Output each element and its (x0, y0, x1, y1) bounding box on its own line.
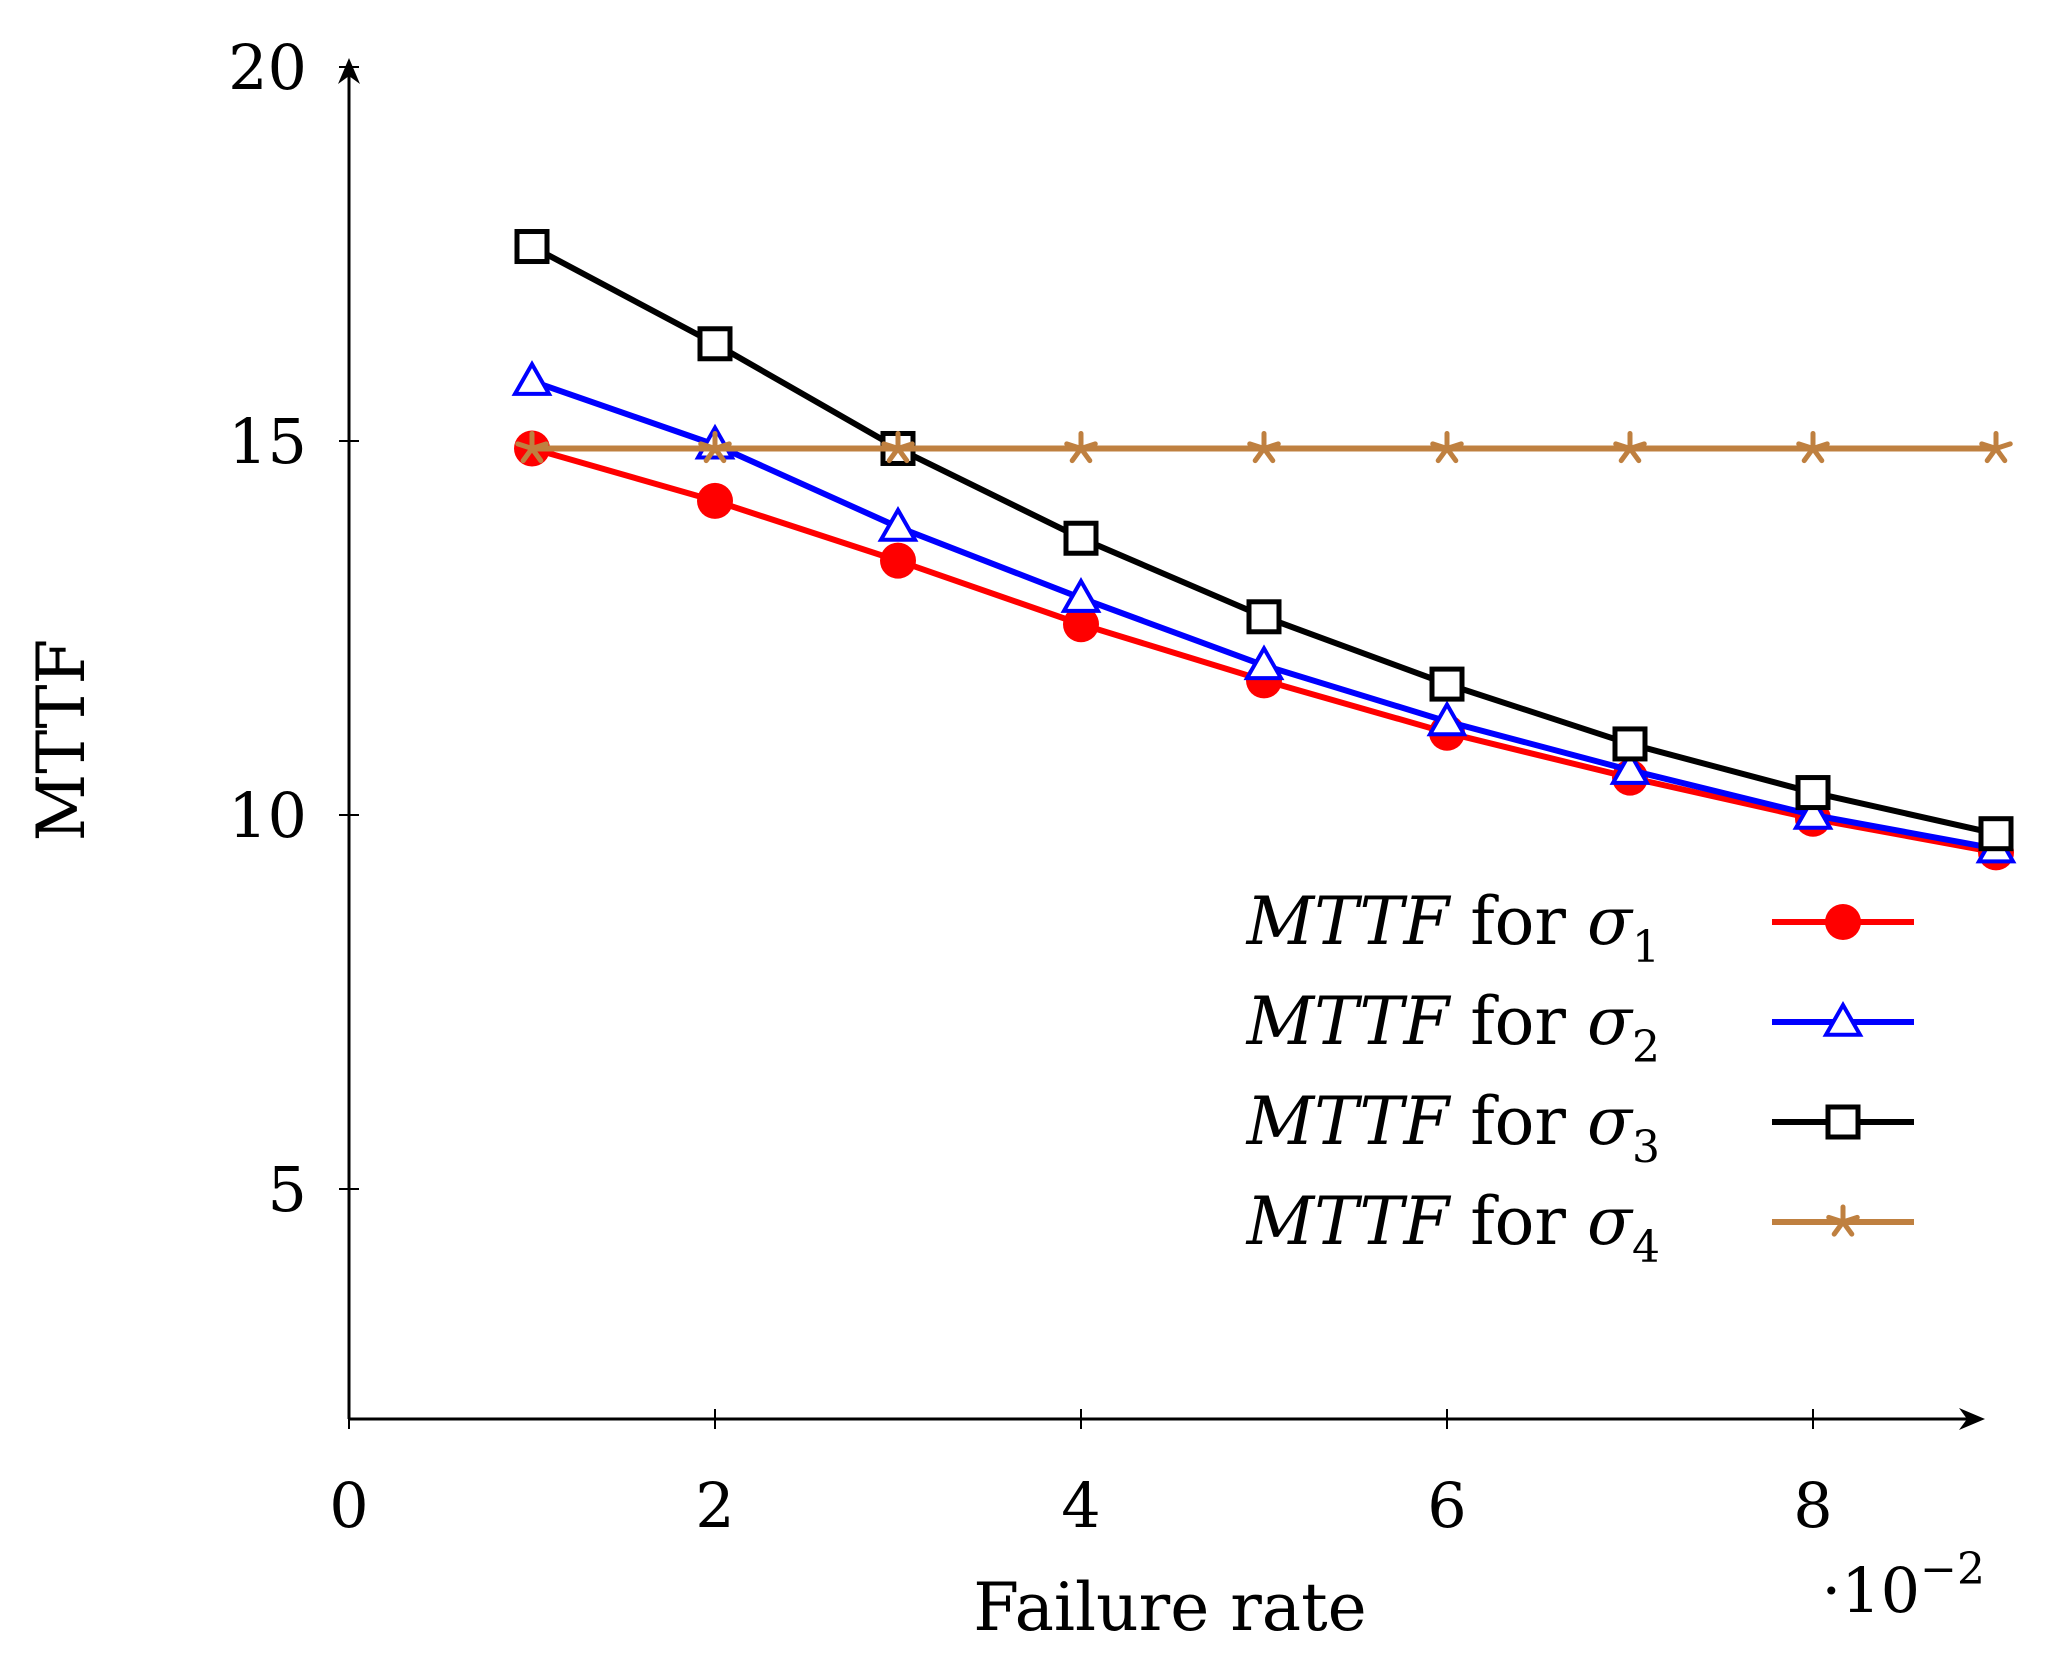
data-point (881, 430, 915, 464)
legend-entry-symbol: σ (1587, 983, 1634, 1060)
legend-entry-marker (1822, 1000, 1864, 1037)
data-point (698, 430, 732, 464)
legend-entry-symbol: σ (1587, 1083, 1634, 1160)
x-axis-label: Failure rate (973, 1569, 1366, 1646)
star-arm (1064, 441, 1084, 451)
legend-entry-marker (1825, 904, 1861, 940)
legend-entry-italic: MTTF (1246, 883, 1452, 960)
star-arm (1796, 441, 1816, 451)
star-arm (1430, 441, 1450, 451)
legend-entry-label: MTTF for σ1 (1246, 883, 1660, 973)
x-scale-multiplier: ·10−2 (1822, 1544, 1985, 1627)
data-point (1064, 430, 1098, 464)
x-scale-prefix: ·10 (1822, 1554, 1921, 1627)
data-point (1978, 816, 2014, 852)
legend-entry-word: for (1449, 983, 1587, 1060)
legend-entry-subscript: 1 (1632, 922, 1660, 973)
x-tick-label: 8 (1793, 1469, 1832, 1542)
data-point (1609, 749, 1651, 785)
series-line (530, 243, 1997, 837)
x-scale-exponent: −2 (1920, 1544, 1985, 1595)
star-arm (1613, 441, 1633, 451)
data-point (515, 430, 549, 464)
y-tick-label: 5 (268, 1153, 307, 1226)
legend-entry-marker (1825, 1104, 1861, 1140)
data-point (1063, 606, 1099, 643)
data-point (1430, 430, 1464, 464)
series-2 (511, 360, 2017, 864)
legend-entry-italic: MTTF (1246, 1083, 1452, 1160)
legend-entry-word: for (1449, 1183, 1587, 1260)
legend-entry-subscript: 4 (1632, 1222, 1660, 1273)
series-3 (514, 229, 2014, 852)
data-point (1795, 775, 1831, 811)
legend-entry-italic: MTTF (1246, 1183, 1452, 1260)
legend-entry-symbol: σ (1587, 883, 1634, 960)
data-point (1246, 599, 1282, 635)
series-layer (511, 229, 2017, 871)
star-arm (1979, 441, 1999, 451)
data-point (1060, 577, 1102, 613)
data-point (1063, 520, 1099, 556)
legend-entry-subscript: 3 (1632, 1122, 1660, 1173)
x-tick-label: 0 (329, 1469, 368, 1542)
star-arm (881, 441, 901, 451)
legend-entry-label: MTTF for σ3 (1246, 1083, 1660, 1173)
legend-entry-italic: MTTF (1246, 983, 1452, 1060)
y-tick-label: 20 (228, 31, 307, 104)
data-point (1796, 430, 1830, 464)
data-point (1979, 430, 2013, 464)
legend-entry-subscript: 2 (1632, 1022, 1660, 1073)
data-point (1792, 793, 1834, 830)
legend-entry-label: MTTF for σ2 (1246, 983, 1660, 1073)
data-point (511, 360, 553, 396)
legend-entry-symbol: σ (1587, 1183, 1634, 1260)
star-arm (698, 441, 718, 451)
legend-entry-word: for (1449, 1083, 1587, 1160)
x-tick-label: 6 (1427, 1469, 1466, 1542)
data-point (1429, 666, 1465, 702)
star-arm (1247, 441, 1267, 451)
legend-entry-word: for (1449, 883, 1587, 960)
y-axis-arrow-icon (338, 58, 360, 84)
y-tick-label: 15 (228, 405, 307, 478)
data-point (877, 505, 919, 542)
y-axis-label: MTTF (23, 639, 100, 842)
x-axis-arrow-icon (1959, 1408, 1985, 1430)
data-point (1613, 430, 1647, 464)
data-point (514, 229, 550, 265)
axes: 0 2 4 6 8 5 10 15 20 (228, 31, 1985, 1542)
legend-entry-marker (1826, 1204, 1860, 1237)
x-tick-label: 4 (1061, 1469, 1100, 1542)
data-point (880, 542, 916, 579)
legend-entry-label: MTTF for σ4 (1246, 1183, 1660, 1273)
data-point (1243, 644, 1285, 681)
data-point (697, 326, 733, 362)
data-point (1612, 726, 1648, 762)
star-arm (515, 441, 535, 451)
series-4 (515, 430, 2013, 464)
y-tick-label: 10 (228, 779, 307, 852)
data-point (1247, 430, 1281, 464)
x-tick-label: 2 (695, 1469, 734, 1542)
data-point (697, 482, 733, 519)
data-point (1426, 700, 1468, 737)
star-arm (1826, 1214, 1846, 1225)
